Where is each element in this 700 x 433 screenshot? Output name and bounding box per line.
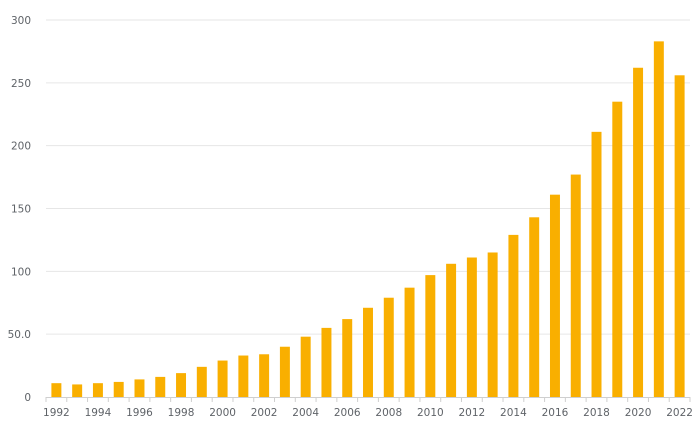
bar-2011: [446, 263, 457, 397]
bar-2018: [591, 131, 602, 398]
x-tick-label: 2004: [292, 407, 319, 419]
bar-1995: [113, 381, 124, 397]
y-tick-label: 150: [11, 204, 31, 216]
bar-1999: [196, 366, 207, 397]
bar-1997: [155, 376, 166, 397]
bar-2010: [425, 275, 436, 397]
x-tick-label: 1998: [168, 407, 195, 419]
bar-2005: [321, 327, 332, 397]
bar-2009: [404, 287, 415, 397]
bar-2003: [279, 346, 290, 397]
x-axis-labels: 1992 1994 1996 1998 2000 2002 2004 2006 2008 2010…: [43, 407, 693, 419]
bar-2021: [653, 41, 664, 397]
bar-2019: [612, 101, 623, 397]
x-tick-label: 1994: [85, 407, 112, 419]
x-tick-label: 1996: [126, 407, 153, 419]
bar-2004: [300, 336, 311, 397]
y-axis-labels: 0 50.0 100 150 200 250 300: [8, 15, 31, 404]
bar-2022: [674, 75, 685, 397]
y-tick-label: 200: [11, 141, 31, 153]
y-tick-label: 300: [11, 15, 31, 27]
bar-2006: [342, 319, 353, 397]
bar-2001: [238, 355, 249, 397]
bar-2014: [508, 234, 519, 397]
x-tick-label: 2018: [583, 407, 610, 419]
bar-2012: [466, 257, 477, 397]
y-tick-label: 250: [11, 78, 31, 90]
bar-2008: [383, 297, 394, 397]
y-tick-label: 100: [11, 266, 31, 278]
bar-2017: [570, 174, 581, 397]
x-tick-label: 2008: [375, 407, 402, 419]
x-tick-label: 2002: [251, 407, 278, 419]
bar-2000: [217, 360, 228, 397]
bar-2002: [259, 354, 270, 397]
x-tick-label: 2016: [542, 407, 569, 419]
bars: [51, 41, 685, 398]
x-tick-label: 2006: [334, 407, 361, 419]
y-tick-label: 50.0: [8, 329, 31, 341]
x-tick-label: 2010: [417, 407, 444, 419]
x-tick-label: 1992: [43, 407, 70, 419]
bar-2020: [633, 67, 644, 398]
bar-1998: [176, 373, 187, 397]
bar-2007: [363, 307, 373, 397]
y-tick-label: 0: [24, 392, 31, 404]
gridlines: [46, 19, 690, 335]
x-tick-label: 2012: [459, 407, 486, 419]
x-tick-label: 2022: [666, 407, 693, 419]
bar-2013: [487, 252, 498, 397]
bar-1993: [72, 384, 83, 397]
x-tick-label: 2020: [625, 407, 652, 419]
bar-2016: [549, 194, 560, 397]
bar-1994: [92, 383, 103, 397]
x-tick-label: 2014: [500, 407, 527, 419]
bar-1996: [134, 379, 145, 397]
bar-1992: [51, 383, 62, 397]
x-axis: [45, 397, 691, 402]
x-tick-label: 2000: [209, 407, 236, 419]
bar-2015: [529, 217, 540, 397]
